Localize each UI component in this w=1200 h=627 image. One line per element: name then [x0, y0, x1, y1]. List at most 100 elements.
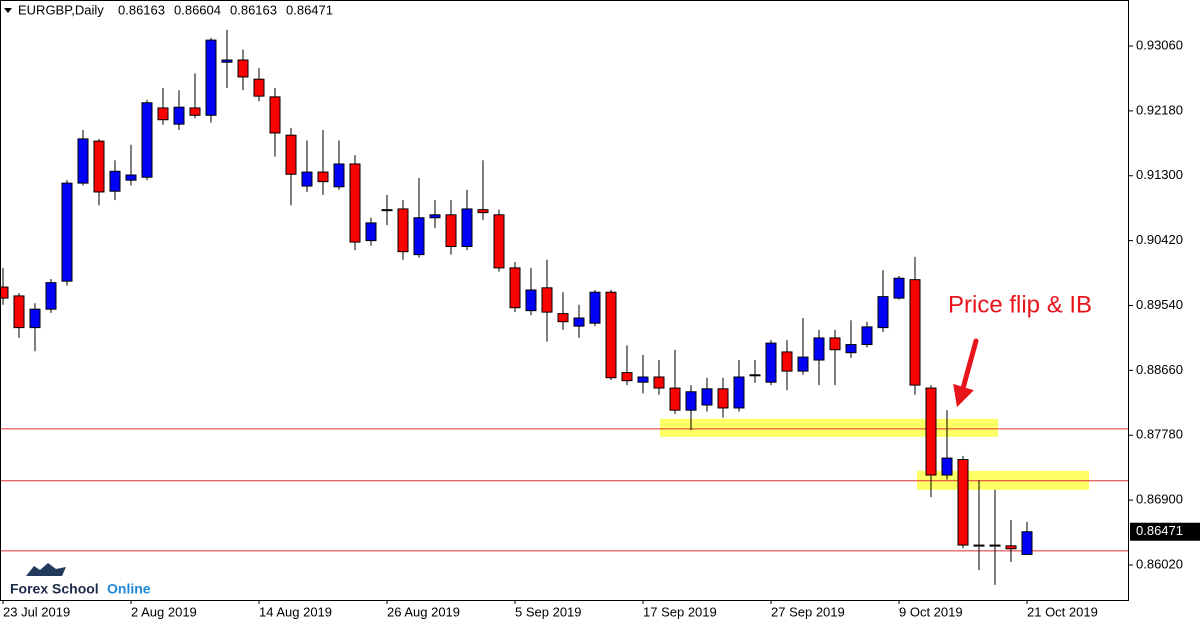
candle-body [109, 170, 121, 192]
candle-body [925, 387, 937, 476]
x-tick-label: 17 Sep 2019 [643, 604, 717, 619]
ohlc-value: 0.86604 [174, 2, 221, 17]
candle-body [93, 140, 105, 193]
candle-body [157, 107, 169, 121]
candle-body [525, 289, 537, 312]
symbol: EURGBP,Daily [18, 2, 104, 17]
candle-body [413, 217, 425, 256]
zone [660, 418, 998, 437]
levels [0, 428, 1128, 552]
candle-body [429, 214, 441, 219]
y-tick-label: 0.88660 [1136, 362, 1183, 377]
candle-body [749, 374, 761, 377]
logo-icon [26, 563, 66, 576]
candle-body [125, 174, 137, 181]
candle-body [397, 208, 409, 253]
candle-body [637, 376, 649, 383]
y-tick-label: 0.86900 [1136, 492, 1183, 507]
x-tick-label: 27 Sep 2019 [771, 604, 845, 619]
candle-body [285, 134, 297, 175]
x-tick-label: 5 Sep 2019 [515, 604, 582, 619]
candle-body [189, 107, 201, 116]
candle-body [797, 356, 809, 372]
candle-body [813, 337, 825, 361]
candle-body [461, 208, 473, 248]
candle-body [573, 317, 585, 327]
candle-body [477, 209, 489, 214]
candle-body [733, 376, 745, 409]
candle-body [1021, 531, 1033, 555]
arrow [959, 338, 979, 395]
candle-body [829, 337, 841, 351]
y-tick-label: 0.90420 [1136, 232, 1183, 247]
candle-body [365, 222, 377, 242]
candle-body [621, 372, 633, 382]
candle-body [509, 267, 521, 309]
candle-body [61, 182, 73, 282]
candle-body [493, 214, 505, 269]
candle-body [765, 342, 777, 383]
candle-body [1005, 545, 1017, 550]
y-tick-label: 0.86020 [1136, 556, 1183, 571]
candle-body [333, 163, 345, 188]
candle-body [29, 308, 41, 329]
candle-body [877, 296, 889, 329]
candle-body [973, 544, 985, 547]
x-tick-label: 21 Oct 2019 [1027, 604, 1098, 619]
candle-body [45, 282, 57, 310]
x-tick-label: 2 Aug 2019 [131, 604, 197, 619]
candle-body [173, 106, 185, 125]
candle-body [237, 59, 249, 78]
menu-triangle [4, 8, 12, 13]
candle-body [317, 171, 329, 183]
candle-body [717, 388, 729, 409]
candle-body [941, 457, 953, 476]
candle-body [445, 214, 457, 248]
ohlc-value: 0.86163 [230, 2, 277, 17]
x-tick-label: 14 Aug 2019 [259, 604, 332, 619]
candle-body [909, 279, 921, 386]
arrow-head [953, 383, 974, 408]
candle-body [141, 102, 153, 178]
y-tick-label: 0.87780 [1136, 427, 1183, 442]
price-label-bg [1130, 522, 1200, 541]
candle-body [957, 459, 969, 546]
candle-body [13, 295, 25, 329]
candle-body [669, 387, 681, 411]
candle-body [653, 376, 665, 389]
candle-body [605, 291, 617, 379]
ohlc-header: 0.86163 0.86604 0.86163 0.86471 [118, 2, 333, 17]
candle-body [381, 209, 393, 212]
candle-body [781, 351, 793, 372]
x-tick-label: 26 Aug 2019 [387, 604, 460, 619]
candle-body [349, 163, 361, 243]
candle-body [221, 59, 233, 63]
y-tick-label: 0.91300 [1136, 167, 1183, 182]
logo-text: Online [107, 581, 151, 597]
plot-border [0, 0, 1129, 601]
ohlc-value: 0.86163 [118, 2, 165, 17]
candle-body [845, 344, 857, 354]
y-tick-label: 0.89540 [1136, 297, 1183, 312]
candle-body [589, 291, 601, 324]
candle-body [541, 287, 553, 313]
candle-body [861, 326, 873, 346]
logo-text: Forex School [10, 581, 99, 597]
candle-body [0, 286, 9, 299]
candle-body [989, 544, 1001, 547]
y-tick-label: 0.92180 [1136, 102, 1183, 117]
x-tick-label: 9 Oct 2019 [899, 604, 963, 619]
price-label: 0.86471 [1136, 523, 1183, 538]
candle-body [685, 391, 697, 411]
ohlc-value: 0.86471 [286, 2, 333, 17]
candles [0, 29, 1033, 585]
x-tick-label: 23 Jul 2019 [3, 604, 70, 619]
candle-body [557, 313, 569, 323]
candle-body [893, 277, 905, 299]
candle-body [269, 96, 281, 134]
candle-body [253, 78, 265, 97]
annotation: Price flip & IB [948, 291, 1092, 318]
logo: Forex School Online [10, 563, 151, 597]
candle-body [301, 171, 313, 187]
